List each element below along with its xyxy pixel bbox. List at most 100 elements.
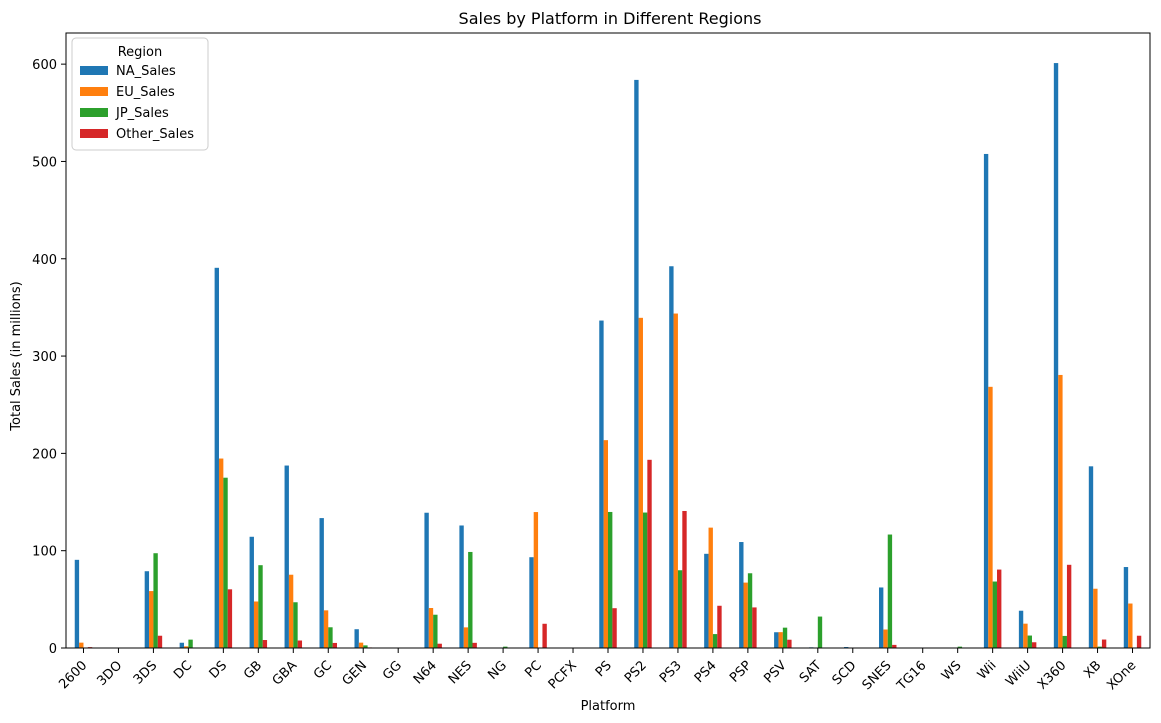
y-tick-label: 600: [32, 58, 57, 73]
bar-Other_Sales-GB: [262, 640, 268, 648]
bar-Other_Sales-XOne: [1136, 635, 1142, 648]
bar-NA_Sales-SNES: [879, 587, 884, 648]
x-tick-label: PS3: [657, 658, 685, 686]
bar-EU_Sales-XB: [1093, 588, 1098, 648]
bar-NA_Sales-WiiU: [1018, 610, 1024, 648]
bar-Other_Sales-3DS: [157, 635, 163, 648]
x-tick-label: NES: [446, 658, 475, 687]
bar-EU_Sales-SNES: [883, 629, 888, 648]
bar-JP_Sales-GB: [258, 565, 263, 648]
bar-NA_Sales-GB: [249, 536, 254, 648]
bar-EU_Sales-2600: [79, 642, 84, 648]
bar-Other_Sales-PS: [612, 608, 617, 648]
bar-JP_Sales-DC: [188, 639, 193, 648]
bar-NA_Sales-DC: [179, 642, 185, 648]
x-tick-label: GEN: [340, 658, 370, 688]
bar-JP_Sales-GC: [328, 627, 333, 648]
bar-JP_Sales-WiiU: [1027, 635, 1032, 648]
bar-Other_Sales-N64: [437, 643, 442, 648]
y-tick-label: 400: [32, 253, 57, 268]
bar-Other_Sales-PS2: [647, 459, 652, 648]
bar-JP_Sales-XB: [1097, 646, 1102, 648]
bar-JP_Sales-DS: [223, 477, 228, 648]
legend-label-EU_Sales: EU_Sales: [116, 85, 175, 100]
bar-NA_Sales-PS3: [669, 266, 674, 648]
bar-JP_Sales-WS: [957, 646, 963, 648]
bar-JP_Sales-PS4: [712, 634, 718, 648]
bar-Other_Sales-XB: [1101, 639, 1107, 648]
bar-NA_Sales-PSV: [774, 632, 779, 648]
legend-label-NA_Sales: NA_Sales: [116, 64, 176, 79]
chart-title: Sales by Platform in Different Regions: [459, 9, 762, 28]
legend-swatch-EU_Sales: [80, 87, 108, 96]
bar-JP_Sales-NG: [503, 646, 508, 648]
x-tick-label: XOne: [1104, 658, 1139, 693]
legend-title: Region: [118, 45, 163, 60]
bar-EU_Sales-3DS: [149, 591, 154, 648]
y-tick-label: 100: [32, 545, 57, 560]
bar-Other_Sales-NES: [472, 642, 477, 648]
bar-NA_Sales-PSP: [739, 542, 744, 648]
bar-JP_Sales-PS: [608, 511, 613, 648]
x-tick-label: N64: [411, 658, 440, 687]
x-tick-label: GC: [311, 658, 335, 682]
y-tick-label: 0: [49, 642, 57, 657]
bar-Other_Sales-SNES: [892, 644, 897, 648]
x-tick-label: WS: [939, 658, 965, 684]
bar-NA_Sales-NES: [459, 525, 464, 648]
bar-Other_Sales-PC: [542, 623, 547, 648]
bar-NA_Sales-XOne: [1123, 567, 1129, 648]
bar-JP_Sales-NES: [468, 551, 473, 648]
bar-JP_Sales-SAT: [817, 616, 823, 648]
x-tick-label: PSV: [761, 658, 789, 686]
bar-Other_Sales-DS: [227, 589, 233, 648]
bar-NA_Sales-PS2: [634, 79, 639, 648]
y-axis-title: Total Sales (in millions): [9, 281, 24, 431]
x-tick-label: DS: [207, 658, 231, 682]
bar-NA_Sales-GC: [319, 518, 324, 648]
bar-EU_Sales-GBA: [288, 574, 294, 648]
x-tick-label: SCD: [830, 658, 860, 688]
x-tick-label: SNES: [860, 658, 895, 693]
x-tick-label: GB: [241, 658, 265, 682]
bar-EU_Sales-DS: [218, 458, 224, 648]
bar-NA_Sales-GEN: [354, 629, 359, 648]
bar-EU_Sales-NES: [463, 627, 469, 648]
bar-EU_Sales-WiiU: [1023, 623, 1028, 648]
x-tick-label: Wii: [975, 658, 1000, 683]
bar-JP_Sales-Wii: [992, 581, 998, 648]
bar-EU_Sales-PS2: [638, 317, 643, 648]
bar-NA_Sales-DS: [214, 267, 219, 648]
x-tick-label: XB: [1081, 658, 1104, 681]
bar-Other_Sales-X360: [1066, 564, 1072, 648]
x-tick-label: GG: [380, 658, 405, 683]
bar-EU_Sales-GB: [253, 601, 259, 648]
x-tick-label: 3DO: [95, 658, 126, 689]
bar-EU_Sales-PSP: [743, 582, 748, 648]
bar-EU_Sales-PSV: [778, 632, 783, 648]
bar-NA_Sales-3DS: [144, 571, 150, 648]
legend-label-Other_Sales: Other_Sales: [116, 127, 194, 142]
legend-swatch-JP_Sales: [80, 108, 108, 117]
bar-EU_Sales-X360: [1058, 374, 1063, 648]
bar-NA_Sales-2600: [74, 559, 80, 648]
bar-NA_Sales-X360: [1053, 63, 1059, 648]
bar-JP_Sales-PS2: [642, 512, 648, 648]
x-tick-label: DC: [171, 658, 195, 682]
y-tick-label: 200: [32, 447, 57, 462]
bar-JP_Sales-N64: [433, 614, 438, 648]
x-tick-label: PSP: [727, 658, 755, 686]
legend-swatch-NA_Sales: [80, 66, 108, 75]
x-tick-label: X360: [1035, 658, 1069, 692]
x-tick-label: PC: [522, 658, 545, 681]
bar-Other_Sales-PSV: [787, 639, 792, 648]
x-tick-label: SAT: [797, 658, 825, 686]
bar-Other_Sales-Wii: [997, 569, 1002, 648]
bar-JP_Sales-SNES: [887, 534, 893, 648]
legend-label-JP_Sales: JP_Sales: [115, 106, 169, 121]
bar-EU_Sales-PS4: [708, 527, 713, 648]
bar-NA_Sales-PC: [529, 557, 534, 648]
bar-JP_Sales-PSP: [747, 573, 753, 648]
bar-NA_Sales-Wii: [983, 153, 989, 648]
